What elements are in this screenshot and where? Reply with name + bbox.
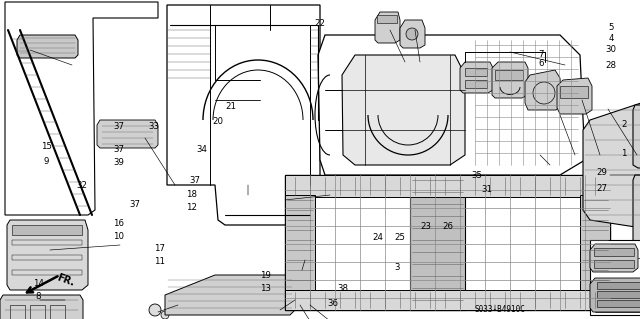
Text: 18: 18	[186, 190, 198, 199]
Text: 30: 30	[605, 45, 617, 54]
Polygon shape	[557, 78, 592, 114]
Polygon shape	[525, 70, 562, 110]
Circle shape	[406, 28, 418, 40]
Bar	[465, 80, 487, 88]
Text: 15: 15	[40, 142, 52, 151]
Bar	[597, 291, 640, 298]
Polygon shape	[320, 175, 360, 215]
Text: 37: 37	[129, 200, 140, 209]
Bar	[50, 305, 65, 319]
Polygon shape	[0, 295, 83, 319]
Bar	[410, 175, 465, 310]
Text: 20: 20	[212, 117, 223, 126]
Bar	[597, 282, 640, 289]
Bar	[377, 15, 397, 23]
Text: 7: 7	[538, 50, 543, 59]
Polygon shape	[633, 175, 640, 243]
Text: 35: 35	[471, 171, 483, 180]
Circle shape	[149, 304, 161, 316]
Text: 2: 2	[621, 120, 627, 129]
Text: 9: 9	[44, 157, 49, 166]
Bar	[10, 305, 25, 319]
Bar	[594, 248, 634, 256]
Bar	[12, 270, 82, 275]
Text: 38: 38	[337, 284, 348, 293]
Polygon shape	[492, 62, 528, 98]
Polygon shape	[590, 278, 640, 312]
Text: 11: 11	[154, 257, 166, 266]
Circle shape	[161, 311, 169, 319]
Polygon shape	[167, 5, 320, 225]
Text: 12: 12	[186, 203, 198, 212]
Polygon shape	[5, 2, 158, 215]
Bar	[465, 68, 487, 76]
Bar	[285, 290, 610, 310]
Bar	[560, 86, 588, 98]
Text: 14: 14	[33, 279, 44, 288]
Text: 22: 22	[314, 19, 326, 28]
Bar	[30, 305, 45, 319]
Text: 36: 36	[327, 299, 339, 308]
Text: 13: 13	[260, 284, 271, 293]
Text: 34: 34	[196, 145, 207, 154]
Text: 29: 29	[596, 168, 607, 177]
Text: 17: 17	[154, 244, 166, 253]
Bar	[590, 240, 640, 315]
Bar	[285, 195, 315, 290]
Bar	[12, 240, 82, 245]
Text: 4: 4	[609, 34, 614, 43]
Text: 39: 39	[113, 158, 124, 167]
Polygon shape	[165, 275, 295, 315]
Polygon shape	[285, 175, 610, 310]
Text: 19: 19	[260, 271, 271, 280]
Polygon shape	[17, 35, 78, 58]
Text: 27: 27	[596, 184, 607, 193]
Polygon shape	[633, 105, 640, 168]
Text: 23: 23	[420, 222, 431, 231]
Text: 24: 24	[372, 233, 383, 242]
Polygon shape	[590, 244, 638, 272]
Text: S033-B4910C: S033-B4910C	[475, 305, 525, 314]
Text: 5: 5	[609, 23, 614, 32]
Text: 37: 37	[113, 145, 124, 154]
Polygon shape	[342, 55, 465, 165]
Bar	[594, 260, 634, 268]
Text: 16: 16	[113, 219, 124, 228]
Polygon shape	[460, 62, 493, 93]
Text: 33: 33	[148, 122, 159, 130]
Polygon shape	[97, 120, 158, 148]
Polygon shape	[7, 220, 88, 290]
Bar	[12, 225, 82, 235]
Polygon shape	[400, 20, 425, 48]
Text: 10: 10	[113, 232, 124, 241]
Polygon shape	[375, 12, 400, 43]
Text: 31: 31	[481, 185, 492, 194]
Text: 25: 25	[394, 233, 406, 242]
Polygon shape	[318, 35, 585, 175]
Text: 21: 21	[225, 102, 236, 111]
Bar	[12, 255, 82, 260]
Text: 1: 1	[621, 149, 627, 158]
Text: 8: 8	[36, 292, 41, 301]
Text: 3: 3	[394, 263, 399, 272]
Text: 28: 28	[605, 61, 617, 70]
Text: 6: 6	[538, 59, 543, 68]
Bar	[580, 195, 610, 290]
Bar	[597, 300, 640, 307]
Text: 37: 37	[189, 176, 201, 185]
Text: 26: 26	[442, 222, 454, 231]
Text: 32: 32	[76, 181, 88, 189]
Bar	[285, 175, 610, 197]
Text: 37: 37	[113, 122, 124, 130]
Bar	[495, 70, 523, 80]
Text: FR.: FR.	[55, 272, 76, 288]
Polygon shape	[583, 100, 640, 230]
